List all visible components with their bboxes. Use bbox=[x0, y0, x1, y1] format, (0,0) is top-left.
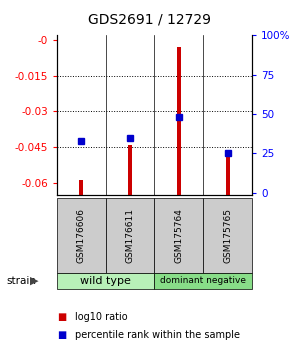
Text: GSM175765: GSM175765 bbox=[223, 208, 232, 263]
Text: ■: ■ bbox=[57, 330, 66, 339]
Text: log10 ratio: log10 ratio bbox=[75, 312, 128, 322]
Text: ■: ■ bbox=[57, 312, 66, 322]
Text: percentile rank within the sample: percentile rank within the sample bbox=[75, 330, 240, 339]
Text: GSM176606: GSM176606 bbox=[77, 208, 86, 263]
Bar bbox=[80, 181, 83, 195]
Text: wild type: wild type bbox=[80, 275, 131, 286]
Text: GSM176611: GSM176611 bbox=[126, 208, 135, 263]
Bar bbox=[177, 47, 181, 195]
Text: ▶: ▶ bbox=[30, 275, 39, 286]
Bar bbox=[226, 157, 230, 195]
Text: GDS2691 / 12729: GDS2691 / 12729 bbox=[88, 12, 212, 27]
Text: dominant negative: dominant negative bbox=[160, 276, 246, 285]
Text: strain: strain bbox=[6, 275, 36, 286]
Bar bbox=[128, 145, 132, 195]
Text: GSM175764: GSM175764 bbox=[174, 208, 183, 263]
